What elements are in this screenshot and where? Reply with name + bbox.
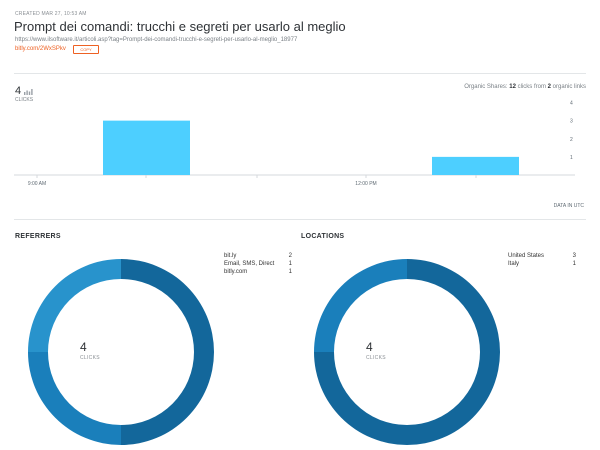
locations-legend-row[interactable]: Italy 1: [508, 260, 576, 268]
x-tick-label: 12:00 PM: [355, 181, 376, 187]
total-clicks-label: CLICKS: [15, 97, 34, 103]
y-tick-label: 1: [570, 155, 573, 161]
organic-middle: clicks from: [515, 84, 548, 90]
referrers-legend-name: bitly.com: [224, 269, 248, 275]
donut-slice[interactable]: [28, 259, 121, 352]
referrers-legend-count: 1: [288, 269, 292, 275]
referrers-legend-name: bit.ly: [224, 253, 237, 259]
long-url[interactable]: https://www.ilsoftware.it/articoli.asp?t…: [15, 37, 298, 43]
referrers-legend: bit.ly 2 Email, SMS, Direct 1 bitly.com 1: [224, 252, 292, 276]
organic-clicks: 12: [509, 84, 516, 90]
chart-bar[interactable]: [103, 120, 190, 175]
locations-legend-count: 3: [572, 253, 576, 259]
short-link[interactable]: bitly.com/2WxSPkv: [15, 46, 66, 52]
created-date: CREATED MAR 27, 10:53 AM: [15, 11, 87, 17]
locations-total-label: CLICKS: [366, 355, 386, 361]
link-title: Prompt dei comandi: trucchi e segreti pe…: [14, 19, 346, 34]
organic-links: 2: [547, 84, 551, 90]
clicks-bar-chart: 1 2 3 4 9:00 AM 12:00 PM: [14, 101, 575, 187]
locations-total: 4: [366, 340, 373, 354]
referrers-heading: REFERRERS: [15, 233, 61, 240]
data-timezone[interactable]: DATA IN UTC: [553, 203, 584, 209]
referrers-legend-row[interactable]: Email, SMS, Direct 1: [224, 260, 292, 268]
chart-bar[interactable]: [432, 156, 519, 175]
referrers-total-label: CLICKS: [80, 355, 100, 361]
locations-heading: LOCATIONS: [301, 233, 345, 240]
referrers-total: 4: [80, 340, 87, 354]
y-tick-label: 2: [570, 137, 573, 143]
referrers-legend-row[interactable]: bit.ly 2: [224, 252, 292, 260]
divider: [14, 219, 586, 220]
locations-legend-row[interactable]: United States 3: [508, 252, 576, 260]
organic-suffix: organic links: [550, 84, 586, 90]
locations-legend-name: Italy: [508, 261, 520, 267]
referrers-donut: [28, 259, 214, 445]
divider: [14, 73, 586, 74]
copy-button[interactable]: COPY: [73, 45, 99, 54]
y-tick-label: 3: [570, 119, 573, 125]
donut-slice[interactable]: [28, 352, 121, 445]
y-tick-label: 4: [570, 101, 573, 107]
referrers-legend-count: 1: [288, 261, 292, 267]
donut-slice[interactable]: [314, 259, 407, 352]
bar-chart-icon: [24, 89, 34, 97]
locations-donut: [314, 259, 500, 445]
total-clicks-value: 4: [15, 85, 22, 97]
referrers-legend-row[interactable]: bitly.com 1: [224, 268, 292, 276]
referrers-legend-count: 2: [288, 253, 292, 259]
donut-slice[interactable]: [121, 259, 214, 445]
organic-prefix: Organic Shares:: [464, 84, 510, 90]
locations-legend: United States 3 Italy 1: [508, 252, 576, 268]
organic-shares: Organic Shares: 12 clicks from 2 organic…: [464, 84, 586, 90]
locations-legend-count: 1: [572, 261, 576, 267]
locations-legend-name: United States: [508, 253, 545, 259]
referrers-legend-name: Email, SMS, Direct: [224, 261, 275, 267]
x-tick-label: 9:00 AM: [28, 181, 46, 187]
